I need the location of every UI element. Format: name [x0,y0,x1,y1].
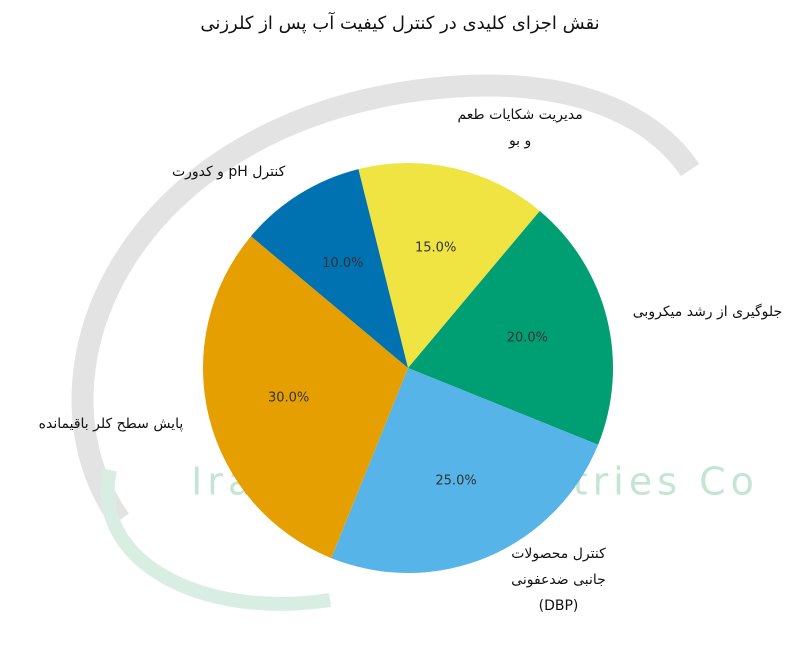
slice-label: پایش سطح کلر باقیمانده [38,416,184,433]
pie: 15.0% 20.0% 25.0% 30.0% 10.0% [202,163,613,573]
chart-title: نقش اجزای کلیدی در کنترل کیفیت آب پس از … [200,11,599,34]
watermark-swoosh [100,468,332,611]
slice-label: جلوگیری از رشد میکروبی [632,303,783,320]
pie-slice [331,368,599,573]
value-label: 15.0% [415,241,456,256]
value-label: 20.0% [507,331,548,346]
pie-slice [202,236,408,559]
pie-slice [250,169,408,368]
pie-slice [358,163,540,368]
value-label: 30.0% [268,390,309,405]
slice-label: کنترل pH و کدورت [171,163,286,180]
value-label: 25.0% [435,474,476,489]
watermark-swoosh [71,74,700,527]
slice-label: مدیریت شکایات طعم و بو [457,107,583,150]
slice-label: کنترل محصولات جانبی ضدعفونی (DBP) [511,546,606,615]
pie-slice [408,210,613,445]
value-label: 10.0% [322,256,363,271]
